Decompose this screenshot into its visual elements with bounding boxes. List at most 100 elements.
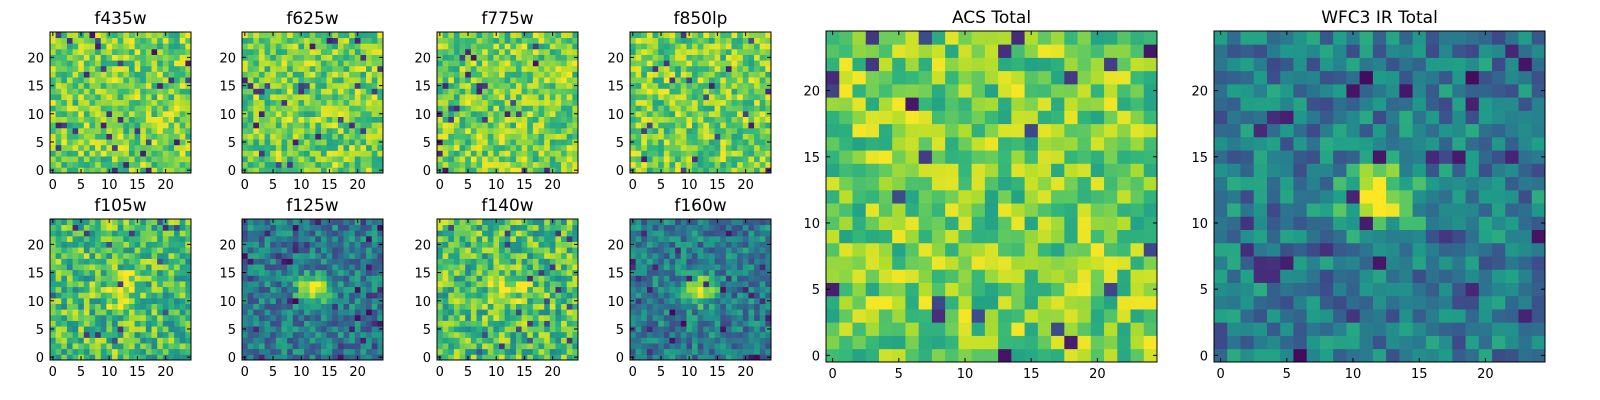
heatmap-cell — [630, 71, 637, 78]
heatmap-cell — [652, 60, 659, 67]
heatmap-cell — [242, 252, 249, 259]
heatmap-cell — [264, 133, 271, 140]
heatmap-cell — [555, 65, 562, 72]
heatmap-cell — [725, 161, 732, 168]
heatmap-cell — [106, 230, 113, 237]
heatmap-cell — [482, 343, 489, 350]
y-tick-label: 0 — [36, 164, 44, 179]
heatmap-cell — [669, 348, 676, 355]
heatmap-cell — [247, 150, 254, 157]
heatmap-cell — [748, 105, 755, 112]
heatmap-cell — [521, 99, 528, 106]
heatmap-cell — [253, 230, 260, 237]
heatmap-cell — [703, 48, 710, 55]
heatmap-cell — [448, 82, 455, 89]
heatmap-cell — [731, 343, 738, 350]
heatmap-cell — [275, 326, 282, 333]
heatmap-cell — [100, 122, 107, 129]
heatmap-cell — [83, 331, 90, 338]
heatmap-cell — [510, 127, 517, 134]
heatmap-cell — [499, 286, 506, 293]
heatmap-cell — [287, 122, 294, 129]
heatmap-cell — [697, 122, 704, 129]
heatmap-cell — [482, 88, 489, 95]
heatmap-cell — [366, 235, 373, 242]
heatmap-cell — [112, 43, 119, 50]
heatmap-cell — [179, 32, 186, 39]
heatmap-cell — [72, 122, 79, 129]
heatmap-cell — [663, 110, 670, 117]
heatmap-cell — [538, 167, 545, 174]
heatmap-cell — [309, 241, 316, 248]
heatmap-cell — [448, 99, 455, 106]
y-tick-label: 20 — [414, 51, 431, 66]
heatmap-cell — [737, 82, 744, 89]
heatmap-cell — [95, 94, 102, 101]
heatmap-cell — [487, 110, 494, 117]
heatmap-cell — [112, 82, 119, 89]
heatmap-cell — [465, 314, 472, 321]
heatmap-cell — [538, 110, 545, 117]
heatmap-cell — [168, 241, 175, 248]
heatmap-cell — [106, 247, 113, 254]
heatmap-cell — [258, 65, 265, 72]
heatmap-cell — [504, 337, 511, 344]
heatmap-cell — [658, 303, 665, 310]
heatmap-cell — [572, 281, 579, 288]
x-tick-label: 5 — [77, 365, 85, 380]
heatmap-cell — [499, 37, 506, 44]
heatmap-cell — [304, 99, 311, 106]
heatmap-cell — [527, 309, 534, 316]
heatmap-cell — [253, 150, 260, 157]
heatmap-cell — [366, 258, 373, 265]
heatmap-cell — [145, 122, 152, 129]
heatmap-cell — [692, 309, 699, 316]
heatmap-cell — [287, 286, 294, 293]
heatmap-cell — [123, 139, 130, 146]
heatmap-cell — [112, 150, 119, 157]
heatmap-cell — [100, 297, 107, 304]
heatmap-cell — [50, 331, 57, 338]
heatmap-cell — [566, 286, 573, 293]
heatmap-cell — [572, 292, 579, 299]
heatmap-cell — [470, 161, 477, 168]
heatmap-cell — [134, 264, 141, 271]
heatmap-cell — [476, 43, 483, 50]
heatmap-cell — [680, 88, 687, 95]
heatmap-cell — [453, 258, 460, 265]
heatmap-cell — [482, 156, 489, 163]
heatmap-cell — [151, 331, 158, 338]
heatmap-cell — [680, 127, 687, 134]
heatmap-cell — [566, 241, 573, 248]
heatmap-cell — [168, 60, 175, 67]
heatmap-cell — [349, 60, 356, 67]
heatmap-cell — [515, 219, 522, 226]
heatmap-cell — [371, 297, 378, 304]
heatmap-cell — [247, 161, 254, 168]
heatmap-cell — [349, 331, 356, 338]
heatmap-cell — [258, 258, 265, 265]
heatmap-cell — [100, 258, 107, 265]
heatmap-cell — [100, 139, 107, 146]
heatmap-cell — [242, 48, 249, 55]
heatmap-cell — [89, 144, 96, 151]
heatmap-cell — [128, 297, 135, 304]
heatmap-cell — [714, 303, 721, 310]
heatmap-cell — [652, 71, 659, 78]
heatmap-cell — [275, 71, 282, 78]
heatmap-cell — [140, 252, 147, 259]
heatmap-cell — [686, 99, 693, 106]
heatmap-cell — [270, 331, 277, 338]
heatmap-cell — [258, 297, 265, 304]
heatmap-cell — [106, 281, 113, 288]
heatmap-cell — [561, 219, 568, 226]
heatmap-cell — [742, 286, 749, 293]
heatmap-cell — [453, 105, 460, 112]
heatmap-cell — [675, 286, 682, 293]
heatmap-cell — [298, 230, 305, 237]
heatmap-cell — [504, 247, 511, 254]
heatmap-cell — [549, 320, 556, 327]
heatmap-cell — [487, 94, 494, 101]
heatmap-cell — [675, 314, 682, 321]
